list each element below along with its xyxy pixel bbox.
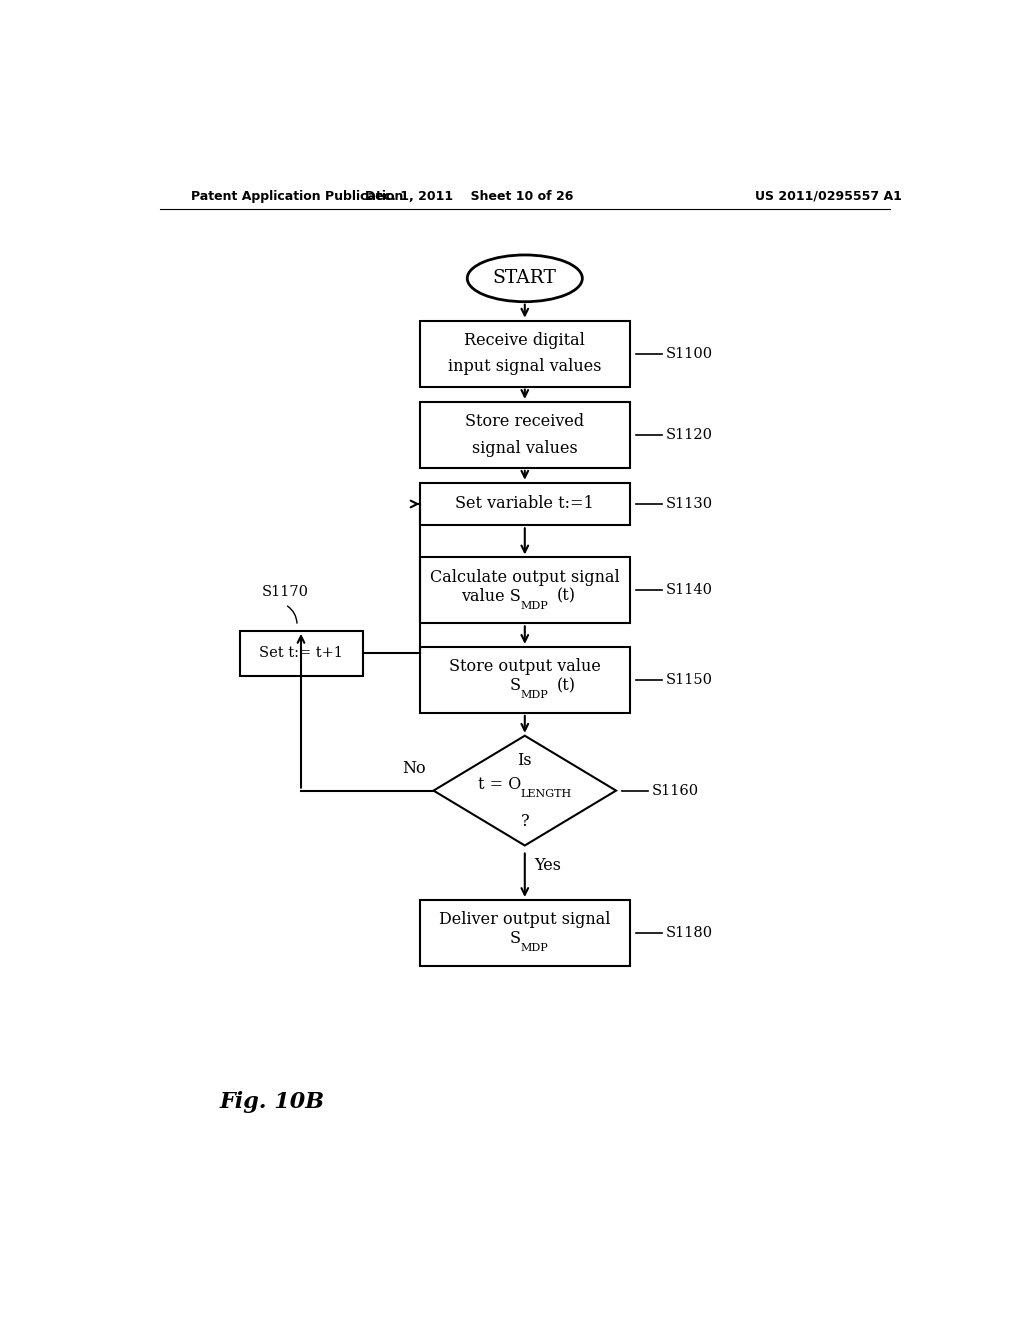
Text: S1160: S1160: [652, 784, 699, 797]
Text: S1170: S1170: [262, 585, 308, 599]
Text: US 2011/0295557 A1: US 2011/0295557 A1: [755, 190, 902, 202]
Text: (t): (t): [557, 587, 575, 605]
Text: Calculate output signal: Calculate output signal: [430, 569, 620, 586]
Text: MDP: MDP: [521, 942, 549, 953]
Text: Fig. 10B: Fig. 10B: [219, 1090, 325, 1113]
FancyBboxPatch shape: [420, 321, 630, 387]
Text: value S: value S: [461, 587, 521, 605]
Text: Dec. 1, 2011    Sheet 10 of 26: Dec. 1, 2011 Sheet 10 of 26: [366, 190, 573, 202]
Text: (t): (t): [557, 677, 575, 694]
Text: Store output value: Store output value: [449, 659, 601, 675]
Text: ?: ?: [520, 813, 529, 829]
Polygon shape: [433, 735, 616, 846]
Text: input signal values: input signal values: [449, 358, 601, 375]
Text: Receive digital: Receive digital: [464, 331, 586, 348]
Text: MDP: MDP: [521, 690, 549, 700]
FancyBboxPatch shape: [240, 631, 362, 676]
Text: S1180: S1180: [666, 925, 713, 940]
Text: Store received: Store received: [465, 413, 585, 430]
Text: Patent Application Publication: Patent Application Publication: [191, 190, 403, 202]
Text: S1140: S1140: [666, 583, 713, 598]
FancyBboxPatch shape: [420, 557, 630, 623]
FancyBboxPatch shape: [420, 401, 630, 467]
Text: t = O: t = O: [477, 776, 521, 792]
Text: No: No: [402, 760, 426, 776]
Ellipse shape: [467, 255, 583, 302]
Text: S1150: S1150: [666, 673, 713, 686]
Text: Set t:= t+1: Set t:= t+1: [259, 647, 343, 660]
FancyBboxPatch shape: [420, 900, 630, 966]
Text: Yes: Yes: [535, 857, 561, 874]
Text: S1120: S1120: [666, 428, 713, 442]
FancyBboxPatch shape: [420, 483, 630, 525]
FancyBboxPatch shape: [420, 647, 630, 713]
Text: S: S: [510, 677, 521, 694]
Text: MDP: MDP: [521, 601, 549, 611]
Text: Is: Is: [517, 751, 532, 768]
Text: Deliver output signal: Deliver output signal: [439, 911, 610, 928]
Text: signal values: signal values: [472, 440, 578, 457]
Text: START: START: [493, 269, 557, 288]
Text: LENGTH: LENGTH: [521, 788, 572, 799]
Text: S1100: S1100: [666, 347, 713, 360]
Text: Set variable t:=1: Set variable t:=1: [456, 495, 594, 512]
Text: S: S: [510, 931, 521, 946]
Text: S1130: S1130: [666, 496, 713, 511]
